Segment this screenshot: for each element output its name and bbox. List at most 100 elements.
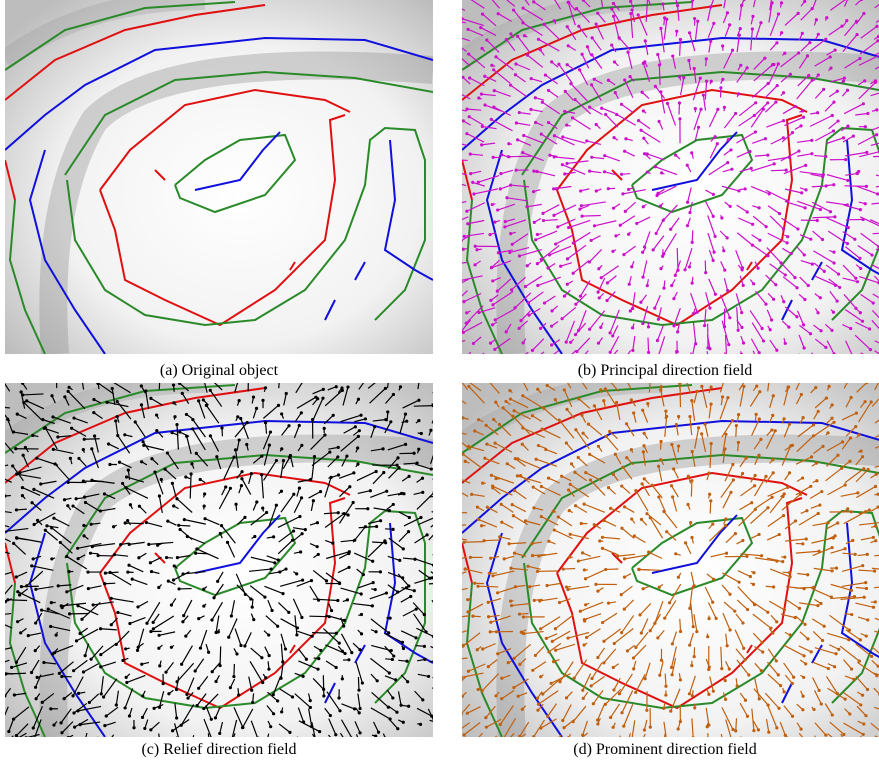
- arrow-head: [842, 733, 845, 736]
- arrow-head: [728, 628, 731, 631]
- arrow-head: [170, 646, 173, 649]
- arrow-head: [60, 731, 63, 734]
- arrow-head: [572, 241, 575, 244]
- arrow-head: [821, 639, 824, 642]
- arrow-head: [253, 535, 256, 538]
- arrow-head: [844, 698, 847, 701]
- arrow-head: [420, 432, 423, 435]
- arrow-head: [388, 671, 391, 674]
- arrow-head: [577, 456, 580, 459]
- arrow-head: [504, 220, 507, 223]
- arrow-head: [142, 444, 145, 447]
- arrow-head: [588, 170, 591, 173]
- arrow-head: [620, 631, 623, 634]
- arrow-head: [771, 63, 774, 66]
- arrow-head: [837, 648, 840, 651]
- arrow-head: [53, 651, 56, 654]
- arrow-head: [694, 107, 697, 110]
- arrow-head: [737, 92, 740, 95]
- arrow-head: [670, 484, 673, 487]
- direction-arrow: [582, 215, 601, 216]
- arrow-head: [141, 694, 144, 697]
- arrow-head: [597, 291, 600, 294]
- arrow-head: [125, 681, 128, 684]
- arrow-head: [634, 691, 637, 694]
- arrow-head: [605, 299, 608, 302]
- arrow-head: [558, 419, 561, 422]
- arrow-head: [10, 666, 13, 669]
- arrow-head: [862, 733, 865, 736]
- arrow-head: [799, 124, 802, 127]
- arrow-head: [589, 478, 592, 481]
- arrow-head: [173, 564, 176, 567]
- arrow-head: [157, 586, 160, 589]
- arrow-head: [593, 224, 596, 227]
- arrow-head: [332, 414, 335, 417]
- arrow-head: [485, 726, 488, 729]
- arrow-head: [733, 610, 736, 613]
- arrow-head: [760, 554, 763, 557]
- arrow-head: [305, 658, 308, 661]
- direction-arrow: [190, 474, 191, 499]
- arrow-head: [311, 418, 314, 421]
- arrow-head: [783, 52, 786, 55]
- arrow-head: [486, 506, 489, 509]
- arrow-head: [816, 219, 819, 222]
- arrow-head: [342, 625, 345, 628]
- arrow-head: [518, 111, 521, 114]
- arrow-head: [45, 524, 48, 527]
- arrow-head: [57, 584, 60, 587]
- arrow-head: [870, 655, 873, 658]
- arrow-head: [565, 441, 568, 444]
- arrow-head: [593, 78, 596, 81]
- arrow-head: [473, 429, 476, 432]
- arrow-head: [661, 2, 664, 5]
- arrow-head: [285, 392, 288, 395]
- arrow-head: [467, 385, 470, 388]
- arrow-head: [846, 125, 849, 128]
- arrow-head: [789, 633, 792, 636]
- arrow-head: [263, 596, 266, 599]
- arrow-head: [471, 181, 474, 184]
- arrow-head: [553, 155, 556, 158]
- arrow-head: [824, 155, 827, 158]
- arrow-head: [341, 677, 344, 680]
- arrow-head: [868, 327, 871, 330]
- arrow-head: [655, 232, 658, 235]
- arrow-head: [623, 557, 626, 560]
- arrow-head: [513, 552, 516, 555]
- direction-arrow: [84, 439, 99, 440]
- arrow-head: [631, 349, 634, 352]
- arrow-head: [712, 690, 715, 693]
- arrow-head: [817, 410, 820, 413]
- arrow-head: [741, 539, 744, 542]
- arrow-head: [866, 688, 869, 691]
- arrow-head: [50, 394, 53, 397]
- arrow-head: [364, 525, 367, 528]
- arrow-head: [752, 729, 755, 732]
- arrow-head: [123, 433, 126, 436]
- arrow-head: [60, 604, 63, 607]
- arrow-head: [466, 598, 469, 601]
- arrow-head: [111, 387, 114, 390]
- arrow-head: [541, 428, 544, 431]
- arrow-head: [810, 152, 813, 155]
- arrow-head: [550, 682, 553, 685]
- arrow-head: [99, 665, 102, 668]
- arrow-head: [738, 34, 741, 37]
- arrow-head: [261, 399, 264, 402]
- arrow-head: [649, 726, 652, 729]
- arrow-head: [843, 76, 846, 79]
- arrow-head: [828, 385, 831, 388]
- arrow-head: [509, 84, 512, 87]
- arrow-head: [212, 596, 215, 599]
- arrow-head: [635, 222, 638, 225]
- arrow-head: [521, 394, 524, 397]
- arrow-head: [381, 447, 384, 450]
- arrow-head: [480, 93, 483, 96]
- arrow-head: [803, 253, 806, 256]
- arrow-head: [273, 561, 276, 564]
- arrow-head: [34, 649, 37, 652]
- arrow-head: [842, 79, 845, 82]
- caption: (d) Prominent direction field: [451, 741, 879, 759]
